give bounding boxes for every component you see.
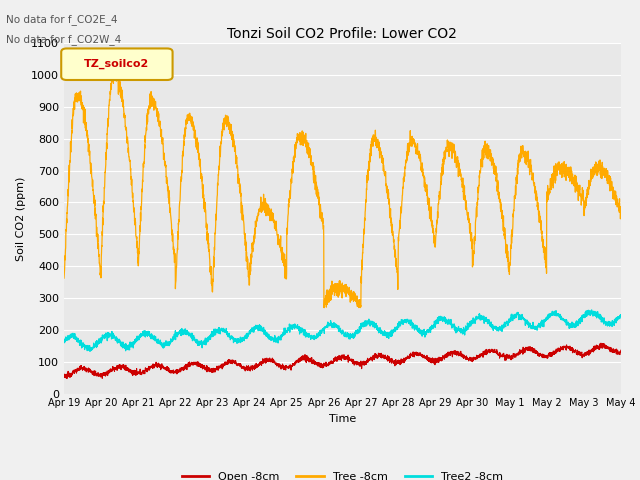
Y-axis label: Soil CO2 (ppm): Soil CO2 (ppm)	[15, 176, 26, 261]
Text: No data for f_CO2E_4: No data for f_CO2E_4	[6, 14, 118, 25]
FancyBboxPatch shape	[61, 48, 173, 80]
Legend: Open -8cm, Tree -8cm, Tree2 -8cm: Open -8cm, Tree -8cm, Tree2 -8cm	[177, 467, 508, 480]
X-axis label: Time: Time	[329, 414, 356, 424]
Text: No data for f_CO2W_4: No data for f_CO2W_4	[6, 34, 122, 45]
Title: Tonzi Soil CO2 Profile: Lower CO2: Tonzi Soil CO2 Profile: Lower CO2	[227, 27, 458, 41]
Text: TZ_soilco2: TZ_soilco2	[84, 59, 150, 69]
